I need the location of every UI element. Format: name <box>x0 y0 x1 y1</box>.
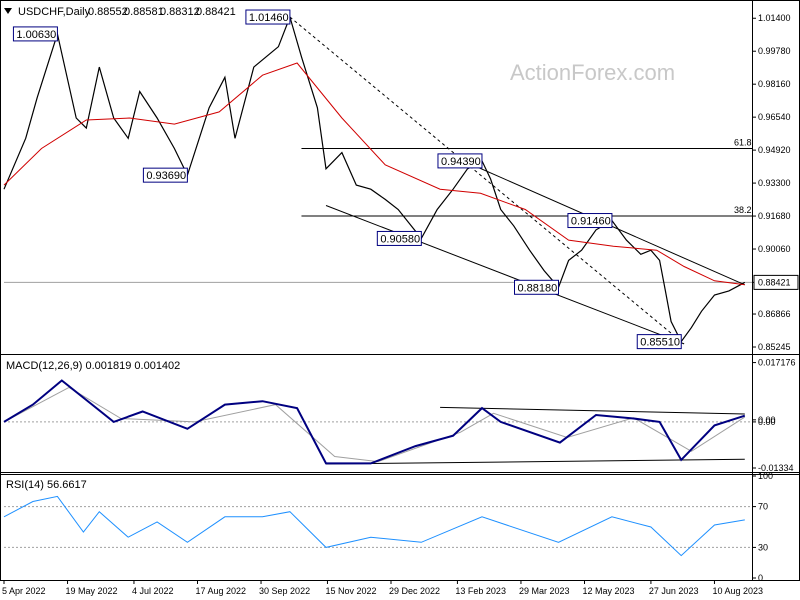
x-tick-label: 27 Jun 2023 <box>649 586 699 596</box>
macd-tick-label: 0.00 <box>758 417 776 427</box>
fib-level-label: 38.2 <box>734 205 752 215</box>
ohlc-low: 0.88312 <box>160 6 200 18</box>
x-tick-label: 5 Apr 2022 <box>2 586 46 596</box>
symbol-marker-icon <box>4 8 12 14</box>
x-tick-label: 12 May 2023 <box>582 586 634 596</box>
price-callout: 0.85510 <box>636 334 682 350</box>
macd-tick-label: 0.017176 <box>758 358 796 368</box>
rsi-tick-label: 0 <box>758 573 763 583</box>
x-tick-label: 10 Aug 2023 <box>712 586 763 596</box>
price-callout: 0.94390 <box>437 153 483 169</box>
price-tick-label: 0.94920 <box>758 145 791 155</box>
ohlc-close: 0.88421 <box>196 6 236 18</box>
x-tick-label: 15 Nov 2022 <box>325 586 376 596</box>
price-callout-box <box>514 279 560 295</box>
price-tick-label: 0.90060 <box>758 244 791 254</box>
ohlc-open: 0.88552 <box>88 6 128 18</box>
price-callout: 0.88180 <box>514 279 560 295</box>
macd-tick-label: -0.01334 <box>758 463 794 473</box>
price-callout-box <box>376 230 422 246</box>
rsi-tick-label: 70 <box>758 502 768 512</box>
macd-tick-label: 0.00 <box>758 415 776 425</box>
price-callout: 1.00630 <box>12 26 58 42</box>
price-callout-label: 0.94390 <box>441 156 481 168</box>
x-tick-label: 4 Jul 2022 <box>132 586 174 596</box>
rsi-tick-label: 100 <box>758 471 773 481</box>
price-callout: 1.01460 <box>245 9 291 25</box>
macd-signal-line <box>3 386 746 463</box>
rsi-header: RSI(14) 56.6617 <box>6 479 87 491</box>
price-callout-box <box>636 334 682 350</box>
macd-trendline-0 <box>440 406 745 415</box>
dashed-trendline <box>289 16 682 343</box>
price-callout-label: 0.90580 <box>380 233 420 245</box>
watermark: ActionForex.com <box>510 60 675 85</box>
x-axis: 5 Apr 2022 19 May 2022 4 Jul 2022 17 Aug 20… <box>2 580 763 596</box>
x-tick-label: 29 Mar 2023 <box>519 586 570 596</box>
symbol-header: USDCHF,Daily <box>18 6 91 18</box>
price-tick-label: 0.93300 <box>758 178 791 188</box>
price-tick-label: 0.99780 <box>758 46 791 56</box>
price-callout-box <box>567 213 613 229</box>
price-callout: 0.91460 <box>567 213 613 229</box>
price-callout-label: 0.85510 <box>640 337 680 349</box>
price-tick-label: 0.96540 <box>758 112 791 122</box>
price-callout-label: 0.93690 <box>146 170 186 182</box>
price-callout-label: 0.91460 <box>571 216 611 228</box>
current-price-box <box>753 274 799 290</box>
macd-line <box>3 379 746 465</box>
current-price-label: 0.88421 <box>758 277 791 287</box>
price-tick-label: 0.98160 <box>758 79 791 89</box>
x-tick-label: 17 Aug 2022 <box>195 586 246 596</box>
panel-headers: USDCHF,Daily 0.88552 0.88581 0.88312 0.8… <box>6 6 236 491</box>
macd-trendline-1 <box>326 458 745 465</box>
price-callout: 0.93690 <box>142 167 188 183</box>
rsi-panel: 100 70 30 0 <box>3 471 773 583</box>
ohlc-high: 0.88581 <box>124 6 164 18</box>
panel-border-2 <box>0 472 800 581</box>
price-callout-label: 1.01460 <box>249 12 289 24</box>
x-tick-label: 13 Feb 2023 <box>455 586 506 596</box>
price-panel: 1.01400 0.99780 0.98160 0.96540 0.94920 0.933… <box>3 9 799 352</box>
panel-frames <box>0 0 800 581</box>
moving-average-line <box>3 62 745 286</box>
macd-header: MACD(12,26,9) 0.001819 0.001402 <box>6 360 180 372</box>
price-callout: 0.90580 <box>376 230 422 246</box>
price-callout-box <box>142 167 188 183</box>
x-tick-label: 29 Dec 2022 <box>389 586 440 596</box>
price-tick-label: 0.85245 <box>758 342 791 352</box>
fib-level-label: 61.8 <box>734 137 752 147</box>
price-tick-label: 0.86866 <box>758 309 791 319</box>
rsi-tick-label: 30 <box>758 542 768 552</box>
rsi-line <box>3 495 745 557</box>
price-callout-label: 0.88180 <box>518 282 558 294</box>
price-callout-box <box>437 153 483 169</box>
x-tick-label: 30 Sep 2022 <box>259 586 310 596</box>
price-callout-box <box>245 9 291 25</box>
price-callout-label: 1.00630 <box>16 29 56 41</box>
price-tick-label: 1.01400 <box>758 13 791 23</box>
channel-lower-line <box>325 205 685 345</box>
price-tick-label: 0.91680 <box>758 211 791 221</box>
panel-border-0 <box>0 0 800 355</box>
price-callout-box <box>12 26 58 42</box>
x-tick-label: 19 May 2022 <box>66 586 118 596</box>
